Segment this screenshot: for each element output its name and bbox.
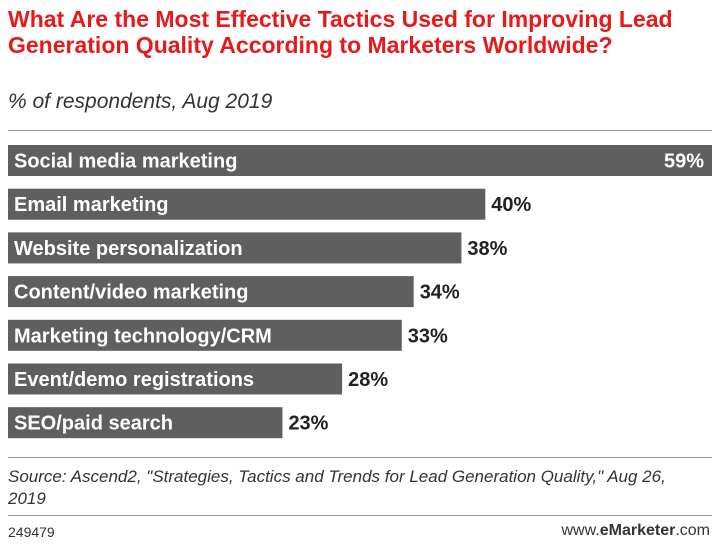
- chart-title: What Are the Most Effective Tactics Used…: [8, 6, 673, 58]
- source-note: Source: Ascend2, "Strategies, Tactics an…: [8, 467, 666, 508]
- category-label-content-video-marketing: Content/video marketing: [14, 282, 248, 304]
- category-label-social-media-marketing: Social media marketing: [14, 151, 237, 173]
- value-label-social-media-marketing: 59%: [664, 151, 704, 173]
- category-label-marketing-technology-crm: Marketing technology/CRM: [14, 325, 272, 347]
- category-label-event-demo-registrations: Event/demo registrations: [14, 369, 254, 391]
- value-label-email-marketing: 40%: [491, 194, 531, 216]
- value-label-marketing-technology-crm: 33%: [408, 325, 448, 347]
- brand-prefix: www.: [561, 522, 600, 539]
- bar-email-marketing: [8, 188, 486, 220]
- top-divider: [8, 130, 712, 131]
- chart-subtitle: % of respondents, Aug 2019: [8, 90, 273, 113]
- chart-id: 249479: [8, 524, 55, 540]
- bar-chart: Social media marketing 59% Email marketing…: [8, 145, 712, 439]
- category-label-email-marketing: Email marketing: [14, 194, 169, 216]
- brand-name: eMarketer: [599, 522, 676, 539]
- category-label-seo-paid-search: SEO/paid search: [14, 413, 173, 435]
- value-label-seo-paid-search: 23%: [288, 413, 328, 435]
- bottom-divider: [8, 457, 712, 458]
- brand-logo[interactable]: www.eMarketer.com: [561, 522, 710, 540]
- bar-social-media-marketing: [8, 145, 712, 176]
- bar-event-demo-registrations: [8, 363, 343, 395]
- bar-marketing-technology-crm: [8, 319, 402, 351]
- footer-divider: [8, 515, 712, 516]
- bar-seo-paid-search: [8, 407, 283, 439]
- category-label-website-personalization: Website personalization: [14, 238, 243, 260]
- bar-website-personalization: [8, 232, 462, 264]
- bar-content-video-marketing: [8, 276, 414, 308]
- brand-suffix: .com: [675, 522, 710, 539]
- value-label-website-personalization: 38%: [467, 238, 507, 260]
- value-label-event-demo-registrations: 28%: [348, 369, 388, 391]
- value-label-content-video-marketing: 34%: [420, 282, 460, 304]
